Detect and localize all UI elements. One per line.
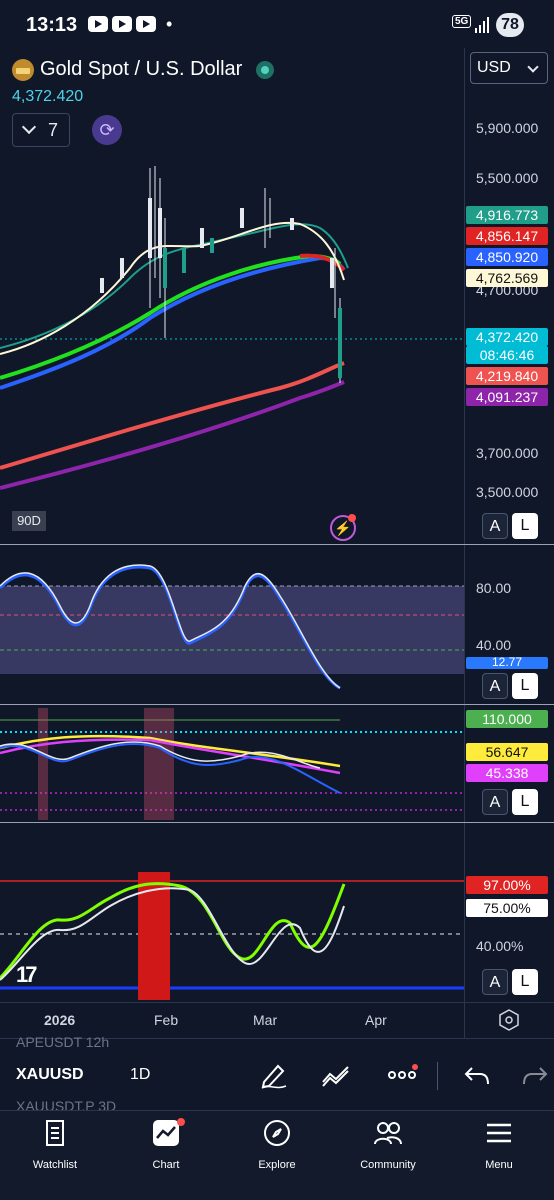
price-tag-ma-salmon: 4,219.840 <box>466 367 548 385</box>
status-time: 13:13 <box>26 14 78 36</box>
bottom-tab-bar <box>0 1110 554 1200</box>
last-price: 4,372.420 <box>12 88 84 105</box>
osc2-tag-yellow: 56.647 <box>466 743 548 761</box>
price-tick: 5,500.000 <box>476 170 539 186</box>
status-bar: 13:13 • 5G 78 <box>0 0 554 52</box>
log-scale-button[interactable]: L <box>512 789 538 815</box>
tab-community[interactable]: Community <box>343 1118 433 1178</box>
chart-settings-icon[interactable] <box>498 1009 520 1031</box>
symbol-title[interactable]: Gold Spot / U.S. Dollar <box>40 58 243 80</box>
range-badge[interactable]: 90D <box>12 511 46 531</box>
osc2-tag-green: 110.000 <box>466 710 548 728</box>
price-tag-last: 4,372.420 <box>466 328 548 346</box>
signal-icon <box>475 17 489 33</box>
symbol-interval[interactable]: 1D <box>130 1066 151 1083</box>
price-axis-divider <box>464 48 465 1038</box>
redo-icon[interactable] <box>518 1060 550 1090</box>
osc1-tick: 40.00 <box>476 637 512 653</box>
network-label: 5G <box>452 15 472 28</box>
currency-select[interactable]: USD <box>470 52 548 84</box>
tradingview-logo-icon: 17 <box>16 962 38 987</box>
youtube-icon <box>88 16 108 32</box>
indicators-toggle[interactable]: 7 <box>12 113 70 147</box>
lightning-icon[interactable]: ⚡ <box>330 515 356 541</box>
tab-label: Menu <box>485 1159 513 1171</box>
system-nav-strip <box>0 1192 554 1200</box>
menu-icon <box>487 1123 511 1143</box>
auto-scale-button[interactable]: A <box>482 673 508 699</box>
more-notifications-icon: • <box>166 14 173 34</box>
more-tools-icon[interactable] <box>386 1060 418 1090</box>
osc3-tick: 40.00% <box>476 938 524 954</box>
time-axis-label: Mar <box>253 1012 278 1028</box>
chart-canvas[interactable] <box>0 48 554 1038</box>
notification-dot <box>348 514 356 522</box>
currency-value: USD <box>477 59 511 76</box>
price-tick: 5,900.000 <box>476 120 539 136</box>
log-scale-button[interactable]: L <box>512 969 538 995</box>
time-axis-label: Feb <box>154 1012 179 1028</box>
symbol-name[interactable]: XAUUSD <box>16 1066 84 1083</box>
pane-separator[interactable] <box>0 822 554 823</box>
youtube-icon <box>112 16 132 32</box>
tab-watchlist[interactable]: Watchlist <box>10 1118 100 1178</box>
notification-dot <box>177 1118 185 1126</box>
osc3-tag-red: 97.00% <box>466 876 548 894</box>
battery-indicator: 78 <box>496 13 524 37</box>
price-tag-ma-purple: 4,091.237 <box>466 388 548 406</box>
log-scale-button[interactable]: L <box>512 673 538 699</box>
toolbar-divider <box>437 1062 438 1090</box>
osc3-tag-white: 75.00% <box>466 899 548 917</box>
auto-scale-button[interactable]: A <box>482 969 508 995</box>
pane-separator[interactable] <box>0 704 554 705</box>
gold-bar-icon <box>12 58 34 81</box>
chevron-down-icon <box>21 119 37 135</box>
tab-explore[interactable]: Explore <box>232 1118 322 1178</box>
symbol-toolbar <box>0 1038 554 1110</box>
price-tag-ma-cream: 4,762.569 <box>466 269 548 287</box>
tab-label: Chart <box>152 1159 180 1171</box>
time-axis-label: Apr <box>365 1012 387 1028</box>
osc1-tick: 80.00 <box>476 580 512 596</box>
time-axis-label: 2026 <box>44 1012 76 1028</box>
youtube-icon <box>136 16 156 32</box>
tab-menu[interactable]: Menu <box>454 1118 544 1178</box>
tab-label: Watchlist <box>32 1159 78 1171</box>
notification-icons: • <box>88 14 173 34</box>
market-open-icon <box>256 60 275 79</box>
price-tag-ma-blue: 4,850.920 <box>466 248 548 266</box>
price-tick: 3,700.000 <box>476 445 539 461</box>
symbol-picker-prev[interactable]: APEUSDT 12h <box>16 1034 110 1050</box>
osc1-value-tag: 12.77 <box>466 657 548 669</box>
price-tick: 3,500.000 <box>476 484 539 500</box>
trend-lines-icon[interactable] <box>320 1060 352 1090</box>
chevron-down-icon <box>527 61 539 73</box>
chart-drawing[interactable] <box>0 48 464 1038</box>
undo-icon[interactable] <box>462 1060 494 1090</box>
osc2-tag-magenta: 45.338 <box>466 764 548 782</box>
auto-scale-button[interactable]: A <box>482 513 508 539</box>
bar-countdown: 08:46:46 <box>466 346 548 364</box>
tab-label: Community <box>360 1159 416 1171</box>
pencil-icon[interactable] <box>258 1060 290 1090</box>
log-scale-button[interactable]: L <box>512 513 538 539</box>
indicator-count: 7 <box>47 119 58 140</box>
price-tag-ma-teal: 4,916.773 <box>466 206 548 224</box>
symbol-header[interactable]: Gold Spot / U.S. Dollar <box>12 58 275 81</box>
tab-label: Explore <box>258 1159 296 1171</box>
tab-chart[interactable]: Chart <box>121 1118 211 1178</box>
community-icon <box>374 1122 402 1145</box>
chart-icon <box>153 1120 179 1146</box>
price-tag-ma-red: 4,856.147 <box>466 227 548 245</box>
pane-separator[interactable] <box>0 544 554 545</box>
time-axis-separator <box>0 1002 554 1003</box>
watchlist-icon <box>46 1120 64 1146</box>
auto-scale-button[interactable]: A <box>482 789 508 815</box>
compass-icon <box>264 1120 290 1146</box>
sync-button[interactable]: ⟳ <box>92 115 122 145</box>
